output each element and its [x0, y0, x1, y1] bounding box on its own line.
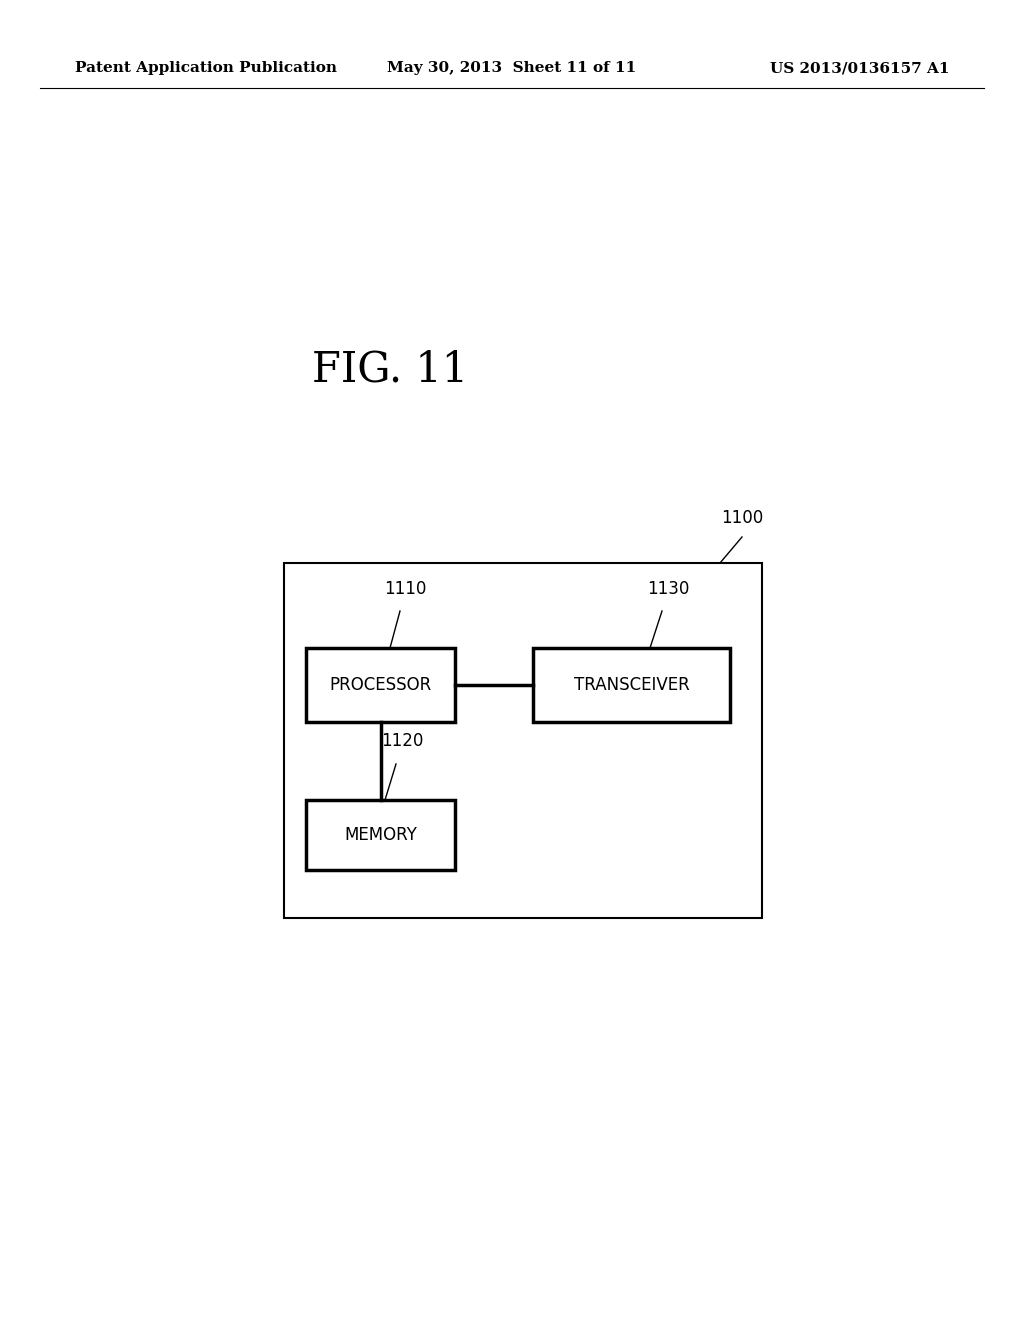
Bar: [284, 564, 762, 917]
Text: 1120: 1120: [381, 733, 423, 750]
Text: Patent Application Publication: Patent Application Publication: [75, 61, 337, 75]
Bar: [534, 648, 730, 722]
Text: 1130: 1130: [647, 579, 689, 598]
Text: May 30, 2013  Sheet 11 of 11: May 30, 2013 Sheet 11 of 11: [387, 61, 637, 75]
Text: US 2013/0136157 A1: US 2013/0136157 A1: [769, 61, 949, 75]
Bar: [306, 648, 455, 722]
Text: 1100: 1100: [721, 510, 763, 527]
Bar: [306, 800, 455, 870]
Text: 1110: 1110: [384, 579, 426, 598]
Text: TRANSCEIVER: TRANSCEIVER: [573, 676, 689, 694]
Text: FIG. 11: FIG. 11: [312, 348, 468, 391]
Text: PROCESSOR: PROCESSOR: [330, 676, 432, 694]
Text: MEMORY: MEMORY: [344, 826, 417, 843]
